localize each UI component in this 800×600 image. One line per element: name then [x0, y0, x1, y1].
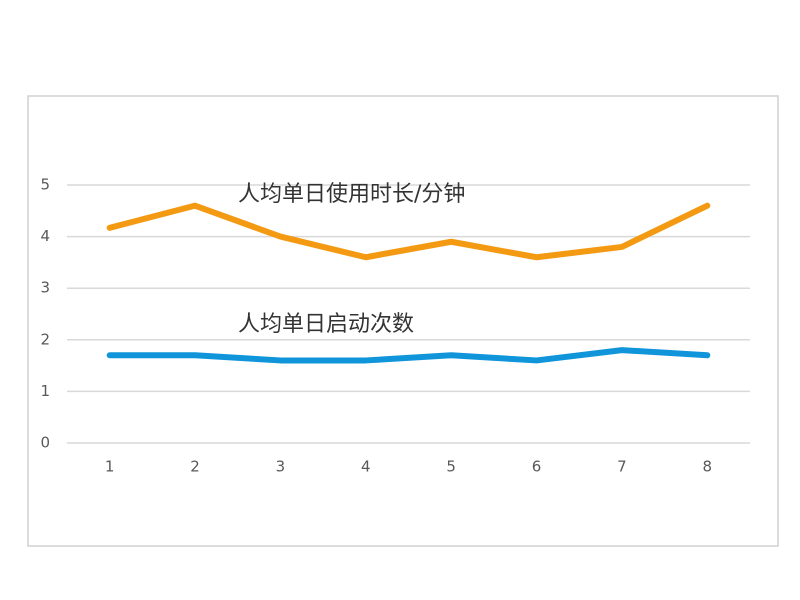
series-label: 人均单日启动次数: [238, 312, 414, 337]
y-tick-label: 0: [40, 434, 50, 452]
y-tick-label: 1: [40, 382, 50, 400]
x-tick-label: 4: [361, 458, 371, 476]
x-tick-label: 5: [446, 458, 456, 476]
x-tick-label: 2: [190, 458, 200, 476]
series-line: [106, 347, 711, 364]
y-tick-label: 3: [40, 279, 50, 297]
y-tick-label: 5: [40, 176, 50, 194]
series-line: [106, 202, 711, 261]
x-tick-label: 6: [532, 458, 542, 476]
series-label: 人均单日使用时长/分钟: [238, 182, 465, 207]
chart-frame: [27, 95, 779, 547]
x-tick-label: 7: [617, 458, 627, 476]
x-tick-label: 8: [703, 458, 713, 476]
x-tick-label: 3: [276, 458, 286, 476]
y-tick-label: 4: [40, 227, 50, 245]
y-tick-label: 2: [40, 330, 50, 348]
x-tick-label: 1: [105, 458, 115, 476]
